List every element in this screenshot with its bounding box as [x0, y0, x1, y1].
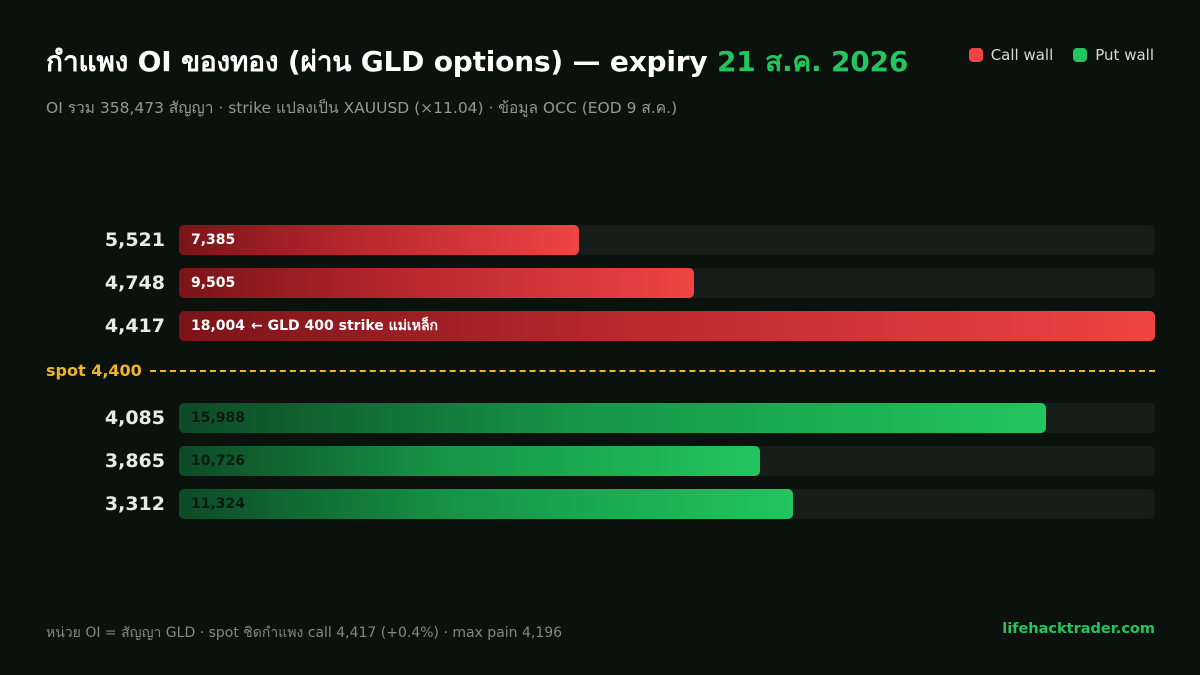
oi-value-label: 7,385: [191, 232, 236, 248]
chart-title: กำแพง OI ของทอง (ผ่าน GLD options) — exp…: [46, 40, 908, 84]
spot-marker: spot 4,400: [0, 360, 1200, 382]
oi-value-label: 11,324: [191, 496, 246, 512]
strike-tick-label: 4,085: [104, 407, 165, 429]
bar-row-put: 3,312 11,324: [0, 489, 1200, 519]
call-oi-bar: [179, 268, 694, 298]
put-oi-bar: [179, 446, 760, 476]
strike-tick-label: 3,865: [104, 450, 165, 472]
bar-data-label: 18,004 ← GLD 400 strike แม่เหล็ก: [191, 311, 438, 341]
bar-track: 10,726: [179, 446, 1155, 476]
bar-row-put: 4,085 15,988: [0, 403, 1200, 433]
bar-data-label: 15,988: [191, 403, 245, 433]
bar-data-label: 7,385: [191, 225, 235, 255]
bar-data-label: 11,324: [191, 489, 245, 519]
strike-tick-label: 3,312: [104, 493, 165, 515]
legend-label-put: Put wall: [1095, 46, 1154, 64]
legend-swatch-call: [968, 48, 983, 62]
legend: Call wall Put wall: [968, 46, 1154, 64]
legend-label-call: Call wall: [990, 46, 1054, 64]
oi-value-label: 18,004: [191, 318, 246, 334]
chart-subtitle: OI รวม 358,473 สัญญา · strike แปลงเป็น X…: [46, 99, 678, 117]
legend-item-call: Call wall: [968, 46, 1054, 64]
title-main: กำแพง OI ของทอง (ผ่าน GLD options) — exp…: [46, 45, 718, 78]
legend-swatch-put: [1073, 48, 1088, 62]
oi-value-label: 9,505: [191, 275, 236, 291]
bar-row-call: 4,748 9,505: [0, 268, 1200, 298]
footer-note: หน่วย OI = สัญญา GLD · spot ชิดกำแพง cal…: [46, 625, 563, 641]
bar-row-put: 3,865 10,726: [0, 446, 1200, 476]
bar-track: 7,385: [179, 225, 1155, 255]
put-oi-bar: [179, 489, 793, 519]
bar-track: 11,324: [179, 489, 1155, 519]
bar-data-label: 9,505: [191, 268, 235, 298]
call-oi-bar: [179, 225, 579, 255]
oi-value-label: 10,726: [191, 453, 246, 469]
bar-track: 15,988: [179, 403, 1155, 433]
spot-line: [150, 370, 1155, 372]
call-oi-bar: [179, 311, 1155, 341]
bar-track: 9,505: [179, 268, 1155, 298]
strike-tick-label: 5,521: [104, 229, 165, 251]
put-oi-bar: [179, 403, 1046, 433]
bar-data-label: 10,726: [191, 446, 245, 476]
strike-tick-label: 4,417: [104, 315, 165, 337]
oi-value-label: 15,988: [191, 410, 246, 426]
legend-item-put: Put wall: [1073, 46, 1154, 64]
spot-label: spot 4,400: [46, 361, 142, 380]
bar-row-call: 5,521 7,385: [0, 225, 1200, 255]
title-expiry-date: 21 ส.ค. 2026: [717, 45, 909, 78]
bar-track: 18,004 ← GLD 400 strike แม่เหล็ก: [179, 311, 1155, 341]
strike-tick-label: 4,748: [104, 272, 165, 294]
bar-annotation: ← GLD 400 strike แม่เหล็ก: [251, 318, 438, 334]
bar-row-call: 4,417 18,004 ← GLD 400 strike แม่เหล็ก: [0, 311, 1200, 341]
brand-link[interactable]: lifehacktrader.com: [1002, 621, 1155, 637]
